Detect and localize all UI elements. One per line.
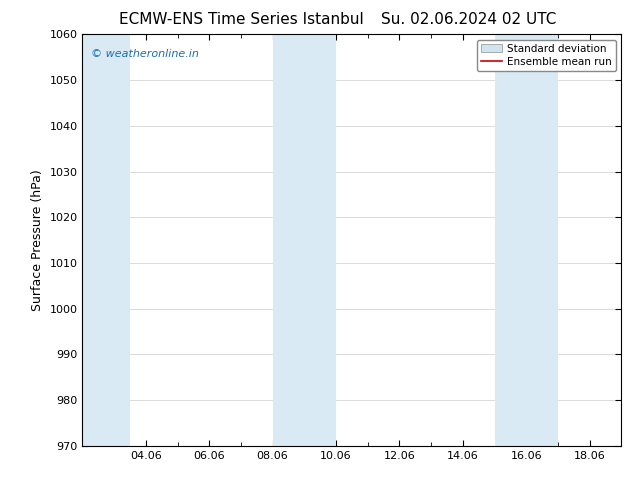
Legend: Standard deviation, Ensemble mean run: Standard deviation, Ensemble mean run (477, 40, 616, 71)
Bar (273, 34, 336, 446)
Bar (495, 34, 558, 446)
Text: Su. 02.06.2024 02 UTC: Su. 02.06.2024 02 UTC (382, 12, 557, 27)
Text: ECMW-ENS Time Series Istanbul: ECMW-ENS Time Series Istanbul (119, 12, 363, 27)
Text: © weatheronline.in: © weatheronline.in (91, 49, 198, 59)
Bar (82, 34, 130, 446)
Y-axis label: Surface Pressure (hPa): Surface Pressure (hPa) (31, 169, 44, 311)
